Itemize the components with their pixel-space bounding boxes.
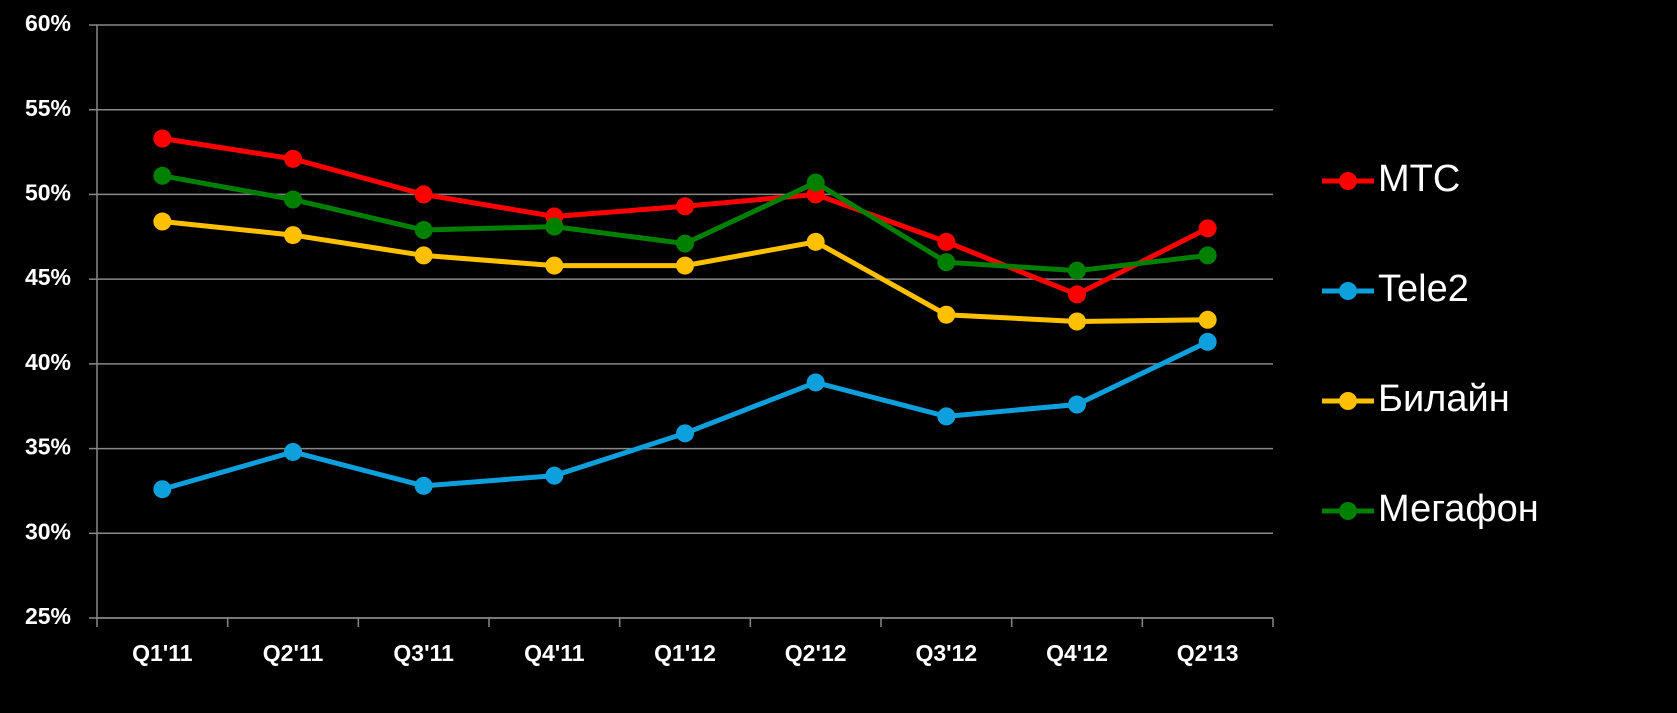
marker — [1198, 219, 1217, 238]
y-tick-label: 55% — [25, 95, 71, 121]
y-tick-label: 35% — [25, 434, 71, 460]
marker — [284, 226, 302, 245]
marker — [1068, 261, 1086, 280]
marker — [1198, 310, 1217, 329]
legend-marker — [1339, 502, 1357, 520]
x-tick-label: Q3'12 — [915, 640, 977, 666]
legend-marker — [1339, 172, 1357, 190]
marker — [414, 246, 433, 265]
marker — [284, 149, 302, 168]
y-tick-label: 60% — [25, 10, 71, 36]
legend-label: Билайн — [1378, 378, 1510, 420]
marker — [1198, 246, 1217, 265]
y-tick-label: 40% — [25, 349, 71, 375]
marker — [937, 232, 956, 251]
x-tick-label: Q4'11 — [524, 640, 585, 666]
marker — [284, 442, 302, 461]
marker — [806, 173, 825, 192]
x-tick-label: Q4'12 — [1046, 640, 1108, 666]
x-tick-label: Q1'12 — [654, 640, 716, 666]
marker — [1068, 285, 1086, 304]
marker — [153, 166, 172, 185]
marker — [153, 480, 172, 499]
y-tick-label: 45% — [25, 264, 71, 290]
legend-label: Tele2 — [1378, 268, 1469, 310]
series-line — [161, 173, 1208, 274]
legend-label: МТС — [1378, 158, 1460, 200]
x-tick-label: Q1'11 — [132, 640, 193, 666]
x-tick-label: Q2'12 — [785, 640, 847, 666]
marker — [414, 476, 433, 495]
marker — [1068, 312, 1086, 331]
marker — [676, 256, 694, 275]
marker — [414, 185, 433, 204]
marker — [545, 466, 564, 485]
marker — [937, 253, 956, 272]
marker — [676, 424, 694, 443]
legend-label: Мегафон — [1378, 488, 1539, 530]
marker — [414, 221, 433, 240]
marker — [937, 305, 956, 324]
legend-marker — [1339, 392, 1357, 410]
marker — [545, 217, 564, 236]
marker — [545, 256, 564, 275]
x-tick-label: Q3'11 — [393, 640, 454, 666]
x-tick-label: Q2'13 — [1177, 640, 1239, 666]
legend-marker — [1339, 282, 1357, 300]
marker — [284, 190, 302, 209]
marker — [937, 407, 956, 426]
marker — [1198, 332, 1217, 351]
x-tick-label: Q2'11 — [263, 640, 324, 666]
marker — [676, 234, 694, 253]
marker — [806, 232, 825, 251]
y-tick-label: 30% — [25, 518, 71, 544]
marker — [806, 373, 825, 392]
y-tick-label: 25% — [25, 603, 71, 629]
marker — [1068, 395, 1086, 414]
marker — [676, 197, 694, 216]
marker — [153, 129, 172, 148]
y-tick-label: 50% — [25, 180, 71, 206]
marker — [153, 212, 172, 231]
